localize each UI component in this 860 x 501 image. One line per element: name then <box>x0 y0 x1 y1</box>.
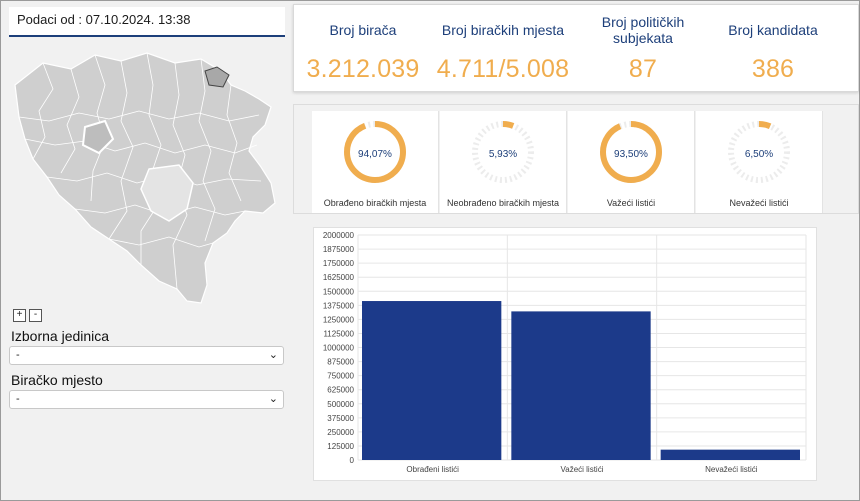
place-label: Biračko mjesto <box>11 372 103 388</box>
ballots-chart: 0 125000 250000 375000 500000 625000 750000 875… <box>313 227 817 481</box>
stat-label: Broj birača <box>329 22 397 38</box>
y-tick-label: 2000000 <box>323 231 355 240</box>
y-tick-label: 0 <box>350 456 355 465</box>
donut-chart <box>600 121 662 183</box>
map-view[interactable] <box>9 41 285 313</box>
donut-label: Neobrađeno biračkih mjesta <box>446 198 560 208</box>
place-select[interactable]: - ⌄ <box>9 390 284 409</box>
unit-select[interactable]: - ⌄ <box>9 346 284 365</box>
sarajevo-region[interactable] <box>140 164 194 222</box>
y-tick-label: 625000 <box>327 386 354 395</box>
brcko-district[interactable] <box>204 66 230 88</box>
last-updated: Podaci od : 07.10.2024. 13:38 <box>9 7 285 37</box>
y-tick-label: 1125000 <box>323 329 354 338</box>
stat-polling-stations: Broj biračkih mjesta 4.711/5.008 <box>436 13 570 84</box>
donut-panel: 94,07% Obrađeno biračkih mjesta 5,93% Ne… <box>293 104 859 214</box>
donut-percent: 5,93% <box>488 149 518 160</box>
stat-value: 386 <box>751 55 795 83</box>
donut-valid: 93,50% Važeći listići <box>568 111 695 213</box>
y-tick-label: 1375000 <box>323 301 355 310</box>
bar <box>362 301 502 460</box>
district-highlight[interactable] <box>81 119 115 155</box>
unit-select-value: - <box>16 349 20 361</box>
donut-chart <box>472 121 534 183</box>
zoom-in-button[interactable]: + <box>13 309 26 322</box>
bar <box>660 449 800 460</box>
y-tick-label: 500000 <box>327 400 354 409</box>
stat-value: 87 <box>628 55 658 83</box>
stat-label: Broj kandidata <box>728 22 818 38</box>
zoom-out-button[interactable]: - <box>29 309 42 322</box>
unit-label: Izborna jedinica <box>11 328 110 344</box>
y-tick-label: 250000 <box>327 428 354 437</box>
y-tick-label: 1500000 <box>323 287 355 296</box>
stat-voters: Broj birača 3.212.039 <box>296 13 430 84</box>
donut-unprocessed: 5,93% Neobrađeno biračkih mjesta <box>440 111 567 213</box>
y-tick-label: 125000 <box>327 442 354 451</box>
chevron-down-icon: ⌄ <box>268 349 278 361</box>
y-tick-label: 1000000 <box>323 344 355 353</box>
y-tick-label: 375000 <box>327 414 354 423</box>
stat-candidates: Broj kandidata 386 <box>706 13 840 84</box>
chevron-down-icon: ⌄ <box>268 393 278 405</box>
bar <box>511 311 651 460</box>
place-select-value: - <box>16 393 20 405</box>
donut-percent: 94,07% <box>358 149 392 160</box>
map-zoom-controls: + - <box>13 309 42 322</box>
x-tick-label: Važeći listići <box>561 465 604 474</box>
donut-chart <box>344 121 406 183</box>
stat-political-subjects: Broj političkih subjekata 87 <box>576 13 710 84</box>
donut-arc <box>472 121 534 183</box>
donut-arc <box>600 121 662 183</box>
stat-label: Broj biračkih mjesta <box>441 22 565 38</box>
y-tick-label: 1750000 <box>323 259 355 268</box>
stats-panel: Broj birača 3.212.039 Broj biračkih mjes… <box>293 4 859 92</box>
donut-percent: 93,50% <box>614 149 648 160</box>
y-tick-label: 1875000 <box>323 245 355 254</box>
y-tick-label: 875000 <box>327 358 354 367</box>
y-tick-label: 750000 <box>327 372 354 381</box>
x-tick-label: Nevažeći listići <box>705 465 758 474</box>
bar-chart-svg: 0 125000 250000 375000 500000 625000 750000 875… <box>323 231 807 474</box>
donut-processed: 94,07% Obrađeno biračkih mjesta <box>312 111 439 213</box>
left-panel: Podaci od : 07.10.2024. 13:38 <box>9 7 285 493</box>
bih-map[interactable] <box>9 41 285 313</box>
donut-chart <box>728 121 790 183</box>
stat-value: 4.711/5.008 <box>436 55 570 83</box>
donut-label: Obrađeno biračkih mjesta <box>323 198 427 208</box>
y-tick-label: 1625000 <box>323 273 355 282</box>
y-tick-label: 1250000 <box>323 315 355 324</box>
donut-label: Važeći listići <box>606 198 656 208</box>
donut-arc <box>344 121 406 183</box>
donut-arc <box>728 121 790 183</box>
donut-percent: 6,50% <box>744 149 774 160</box>
donut-label: Nevažeći listići <box>729 198 789 208</box>
stat-value: 3.212.039 <box>306 55 420 83</box>
stat-label: Broj političkih subjekata <box>601 14 685 46</box>
donut-invalid: 6,50% Nevažeći listići <box>696 111 823 213</box>
x-tick-label: Obrađeni listići <box>406 465 459 474</box>
